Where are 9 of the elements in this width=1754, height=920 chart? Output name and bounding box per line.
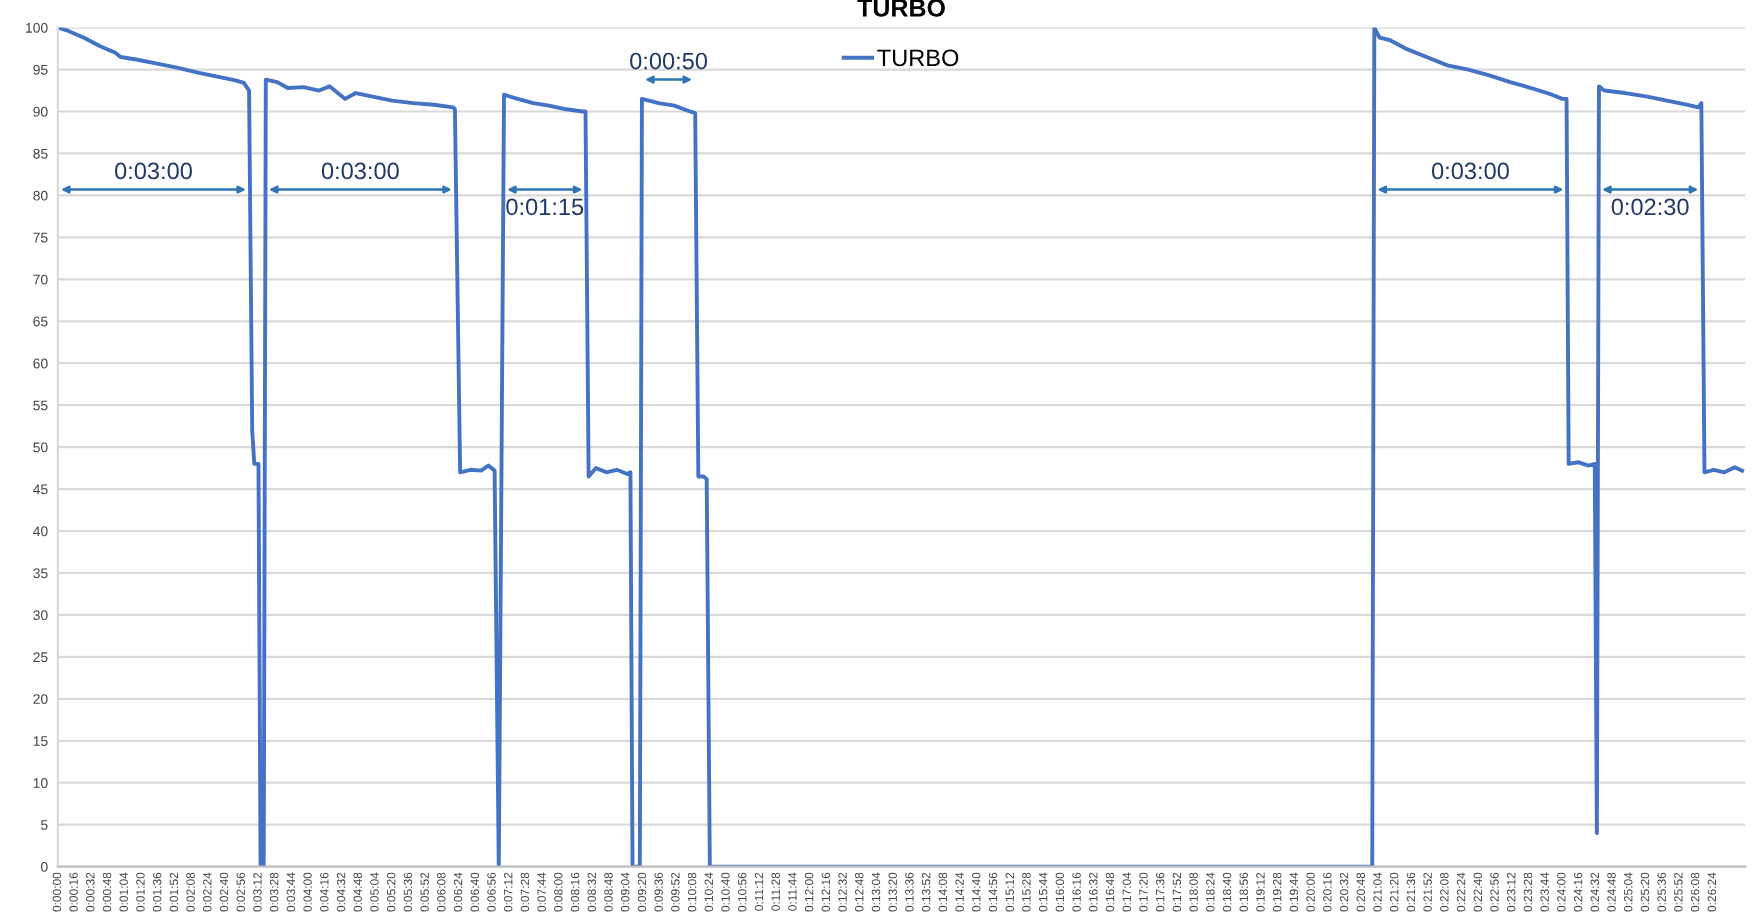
- annotation: 0:01:15: [506, 198, 584, 216]
- annotation: 0:03:00: [321, 162, 399, 180]
- annotation: 0:00:50: [630, 52, 708, 70]
- annotation: 0:02:30: [1611, 198, 1689, 216]
- legend-label: TURBO: [877, 49, 959, 67]
- line-series: [57, 27, 1745, 867]
- chart-title: TURBO: [857, 0, 945, 17]
- annotation: 0:03:00: [1431, 162, 1509, 180]
- annotation: 0:03:00: [115, 162, 192, 180]
